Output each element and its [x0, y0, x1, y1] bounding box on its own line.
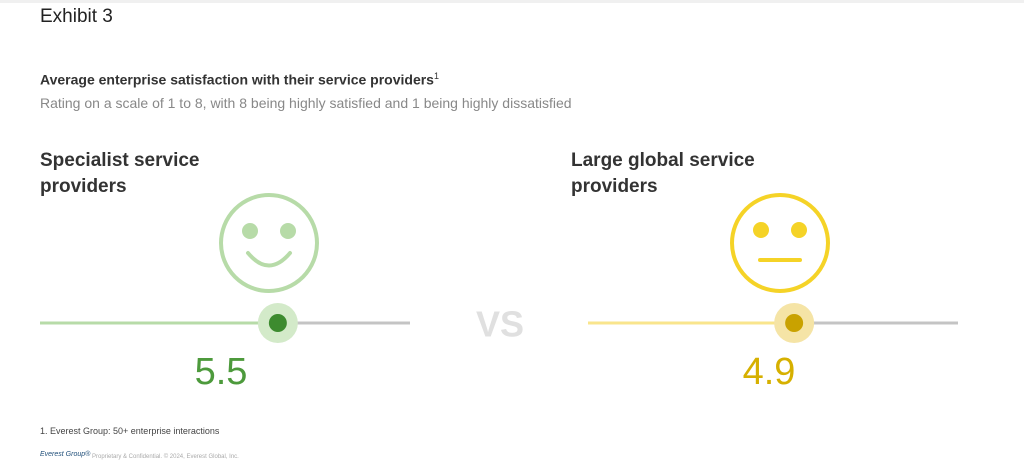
panel-title: Specialist service providers	[40, 150, 200, 197]
title: Average enterprise satisfaction with the…	[40, 71, 439, 88]
eye	[242, 223, 258, 239]
exhibit-label: Exhibit 3	[40, 6, 113, 27]
legal: Proprietary & Confidential. © 2024, Ever…	[92, 454, 239, 460]
eye	[791, 222, 807, 238]
eye	[753, 222, 769, 238]
eye	[280, 223, 296, 239]
neutral-face	[730, 193, 830, 293]
happy-face	[219, 193, 319, 293]
panel-title: Large global service providers	[571, 150, 755, 197]
value-label: 5.5	[195, 351, 248, 393]
face-outline	[730, 193, 830, 293]
footnote: 1. Everest Group: 50+ enterprise interac…	[40, 426, 220, 436]
face-outline	[219, 193, 319, 293]
vs-label: VS	[476, 304, 524, 345]
title-text: Average enterprise satisfaction with the…	[40, 71, 434, 88]
top-bar	[0, 0, 1024, 3]
title-note: 1	[433, 71, 439, 81]
knob	[268, 314, 287, 332]
mouth	[246, 251, 292, 268]
knob	[785, 314, 804, 332]
value-label: 4.9	[743, 351, 796, 393]
subtitle: Rating on a scale of 1 to 8, with 8 bein…	[40, 95, 572, 111]
logo: Everest Group®	[40, 451, 91, 458]
